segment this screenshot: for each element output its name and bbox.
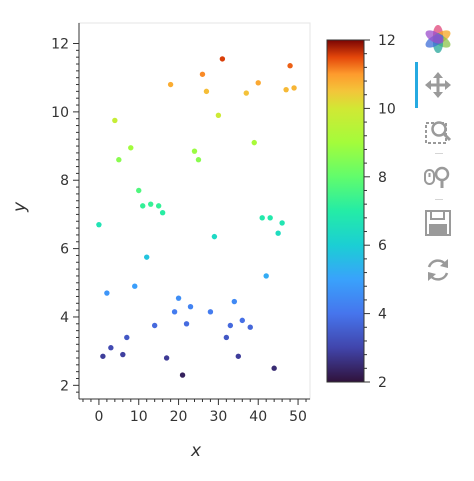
y-tick-label: 10 [51, 105, 69, 121]
x-axis: 0 10 20 30 40 50 [79, 398, 310, 425]
y-tick-label: 6 [60, 242, 69, 258]
save-tool-button[interactable] [421, 206, 455, 240]
colorbar-tick-label: 12 [378, 33, 396, 49]
reset-icon [427, 259, 449, 281]
data-point [120, 351, 126, 358]
data-point [203, 88, 210, 95]
data-point [211, 233, 218, 240]
data-point [191, 148, 198, 154]
data-point [163, 355, 170, 361]
save-icon [425, 210, 451, 236]
scatter-points [96, 56, 297, 378]
data-point [227, 322, 234, 329]
data-point [283, 86, 289, 93]
colorbar-tick-label: 2 [378, 375, 387, 391]
data-point [183, 321, 190, 327]
y-tick-label: 4 [60, 310, 69, 326]
toolbar [413, 22, 463, 292]
data-point [167, 81, 174, 88]
data-point [231, 298, 238, 305]
data-point [144, 254, 150, 260]
data-point [287, 63, 293, 69]
y-axis: 2 4 6 8 10 12 [51, 23, 80, 399]
active-tool-indicator [415, 62, 418, 108]
data-point [100, 353, 106, 359]
data-point [207, 309, 214, 315]
colorbar [326, 39, 365, 383]
data-point [267, 215, 273, 221]
data-point [147, 201, 154, 207]
data-point [171, 309, 178, 315]
data-point [223, 334, 230, 341]
x-tick-label: 40 [249, 409, 267, 425]
pan-tool-button[interactable] [421, 68, 455, 102]
data-point [255, 80, 261, 86]
x-tick-label: 50 [289, 409, 307, 425]
data-point [275, 230, 281, 236]
data-point [263, 273, 269, 279]
data-point [124, 334, 130, 341]
x-tick-label: 20 [170, 409, 188, 425]
data-point [155, 203, 162, 209]
toolbar-separator [435, 199, 443, 200]
colorbar-tick-label: 10 [378, 101, 396, 117]
data-point [271, 365, 277, 371]
toolbar-separator [435, 153, 443, 154]
data-point [199, 71, 206, 77]
data-point [243, 90, 249, 96]
bokeh-logo-icon [421, 22, 455, 56]
data-point [279, 220, 285, 226]
data-point [140, 203, 146, 209]
data-point [235, 353, 242, 359]
x-axis-label: x [190, 441, 202, 461]
colorbar-axis: 2 4 6 8 10 12 [364, 33, 396, 391]
data-point [116, 157, 122, 163]
colorbar-tick-label: 8 [378, 170, 387, 186]
x-tick-label: 0 [94, 409, 103, 425]
colorbar-tick-label: 6 [378, 238, 387, 254]
data-point [159, 210, 166, 216]
data-point [251, 139, 257, 146]
data-point [175, 295, 182, 301]
data-point [219, 56, 226, 62]
reset-tool-button[interactable] [421, 253, 455, 287]
data-point [128, 145, 134, 151]
wheel-zoom-icon [424, 166, 450, 188]
data-point [136, 187, 142, 194]
y-tick-label: 12 [51, 37, 69, 53]
data-point [195, 157, 202, 163]
data-point [291, 85, 297, 91]
data-point [96, 221, 102, 228]
data-point [151, 322, 158, 329]
data-point [132, 283, 138, 289]
wheel-zoom-tool-button[interactable] [421, 160, 455, 194]
data-point [247, 324, 253, 330]
x-tick-label: 10 [130, 409, 148, 425]
data-point [112, 117, 118, 124]
box-zoom-icon [425, 121, 452, 144]
data-point [239, 317, 245, 324]
data-point [104, 290, 110, 296]
y-tick-label: 8 [60, 173, 69, 189]
y-axis-label: y [10, 201, 30, 213]
data-point [179, 372, 186, 378]
data-point [259, 215, 265, 221]
data-point [108, 345, 114, 351]
box-zoom-tool-button[interactable] [421, 115, 455, 149]
pan-icon [425, 72, 451, 98]
data-point [187, 304, 194, 310]
plot-frame [78, 22, 311, 400]
x-tick-label: 30 [209, 409, 227, 425]
data-point [215, 112, 222, 118]
y-tick-label: 2 [60, 378, 69, 394]
colorbar-tick-label: 4 [378, 307, 387, 323]
